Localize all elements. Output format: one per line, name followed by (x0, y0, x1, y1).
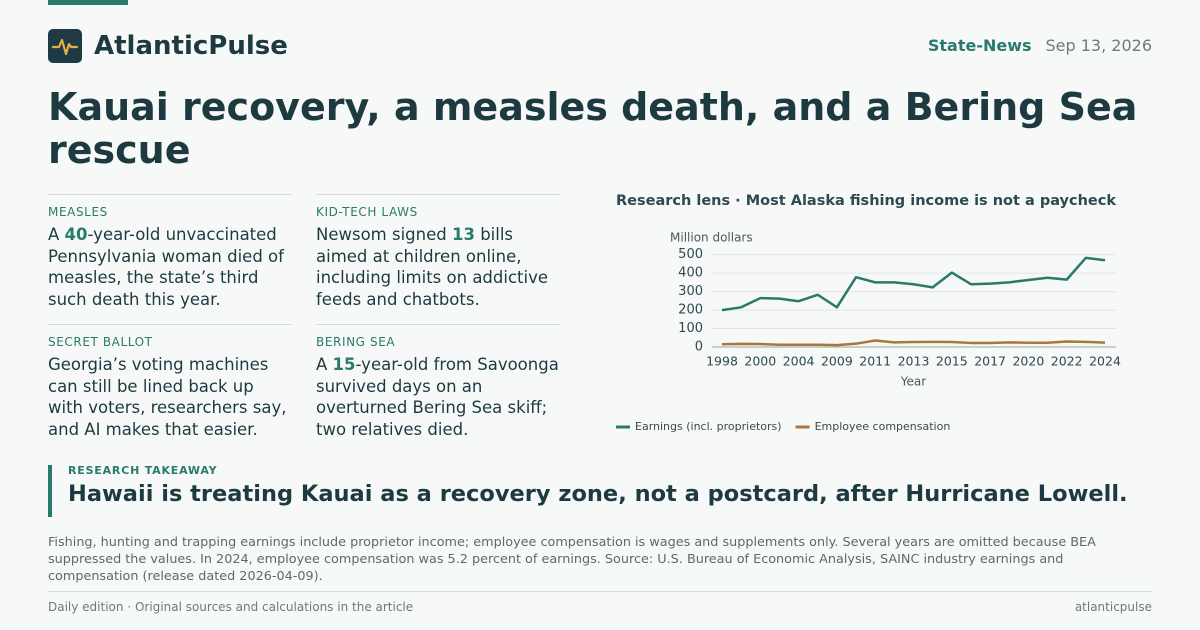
brief-text: -year-old unvaccinated Pennsylvania woma… (48, 225, 284, 309)
y-tick-label: 0 (695, 340, 703, 355)
brief-text: -year-old from Savoonga survived days on… (316, 355, 559, 439)
brief-text: A (48, 225, 65, 244)
takeaway-bar (48, 465, 52, 517)
x-axis-label: Year (900, 375, 926, 389)
brief-body: Newsom signed 13 bills aimed at children… (316, 224, 560, 310)
headline: Kauai recovery, a measles death, and a B… (48, 85, 1138, 172)
brief: SECRET BALLOT Georgia’s voting machines c… (48, 324, 292, 440)
x-tick-label: 2000 (744, 354, 776, 369)
brand: AtlanticPulse (94, 31, 288, 61)
brief-highlight: 13 (451, 225, 475, 244)
footer-right[interactable]: atlanticpulse (1074, 600, 1152, 614)
note: Fishing, hunting and trapping earnings i… (48, 535, 1096, 584)
brief: MEASLES A 40-year-old unvaccinated Pennsy… (48, 194, 292, 310)
brief-highlight: 15 (332, 355, 356, 374)
y-tick-label: 100 (678, 321, 703, 336)
line (721, 256, 1106, 312)
brief-body: Georgia’s voting machines can still be l… (48, 354, 292, 440)
y-axis-label: Million dollars (670, 231, 753, 245)
logo (48, 29, 82, 63)
brief-text: bills aimed at children online, includin… (316, 225, 549, 309)
x-tick-label: 1998 (706, 354, 738, 369)
line (721, 339, 1106, 347)
x-tick-label: 2004 (783, 354, 815, 369)
footer-left: Daily edition · Original sources and cal… (48, 600, 414, 614)
y-tick-label: 500 (678, 247, 703, 262)
y-tick-label: 200 (678, 303, 703, 318)
brief-body: A 15-year-old from Savoonga survived day… (316, 354, 560, 440)
x-tick-label: 2015 (936, 354, 968, 369)
brief: KID-TECH LAWS Newsom signed 13 bills aime… (316, 194, 560, 310)
brief-label: KID-TECH LAWS (316, 205, 418, 219)
x-tick-label: 2009 (821, 354, 853, 369)
legend-label: Earnings (incl. proprietors) (635, 420, 782, 433)
takeaway-label: RESEARCH TAKEAWAY (68, 464, 218, 477)
x-tick-label: 2013 (898, 354, 930, 369)
legend-label: Employee compensation (815, 420, 951, 433)
takeaway-text: Hawaii is treating Kauai as a recovery z… (68, 481, 1128, 507)
brief-label: MEASLES (48, 205, 108, 219)
x-tick-label: 2017 (974, 354, 1006, 369)
brief-label: BERING SEA (316, 335, 396, 349)
footer-rule (48, 591, 1152, 592)
date: Sep 13, 2026 (1045, 36, 1153, 55)
brief-text: Newsom signed (316, 225, 452, 244)
x-tick-label: 2020 (1012, 354, 1044, 369)
x-tick-label: 2011 (859, 354, 891, 369)
brief-body: A 40-year-old unvaccinated Pennsylvania … (48, 224, 292, 310)
y-tick-label: 300 (678, 284, 703, 299)
x-tick-label: 2022 (1051, 354, 1083, 369)
meta: State-News Sep 13, 2026 (928, 36, 1152, 56)
chart-title: Research lens · Most Alaska fishing inco… (616, 193, 1116, 209)
y-tick-label: 400 (678, 266, 703, 281)
section[interactable]: State-News (927, 36, 1032, 55)
brief-text: Georgia’s voting machines can still be l… (48, 355, 287, 439)
brief-highlight: 40 (64, 225, 88, 244)
x-tick-label: 2024 (1089, 354, 1121, 369)
brief: BERING SEA A 15-year-old from Savoonga su… (316, 324, 560, 440)
brief-label: SECRET BALLOT (48, 335, 153, 349)
accent-bar (48, 0, 128, 5)
brief-text: A (316, 355, 333, 374)
